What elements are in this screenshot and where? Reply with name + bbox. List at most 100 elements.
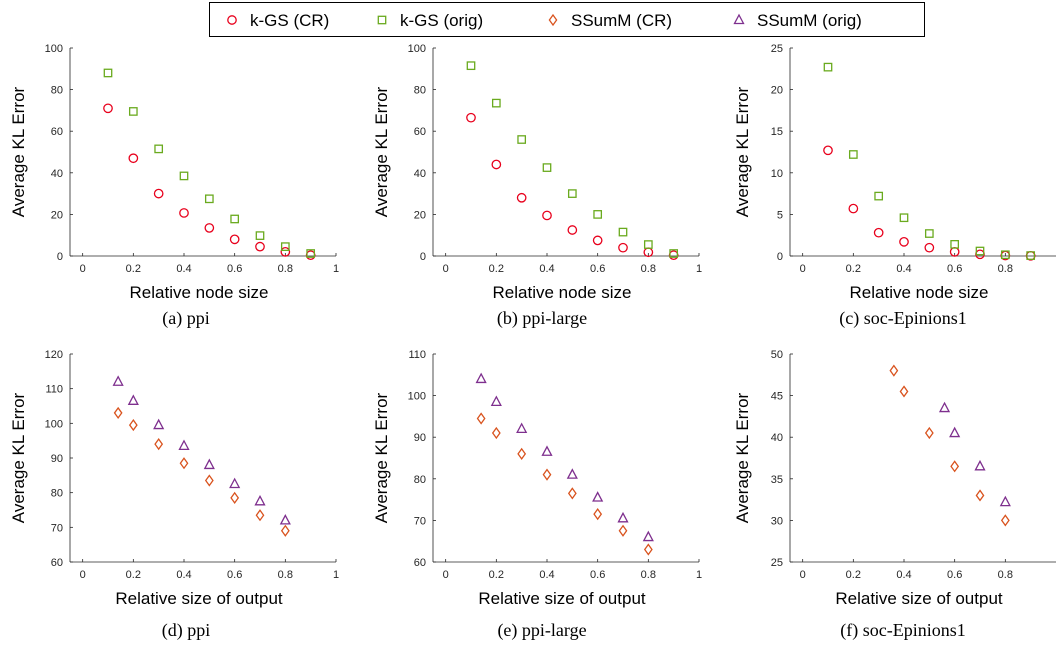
series-diamond — [476, 412, 653, 556]
legend-marker-square — [377, 15, 387, 25]
x-tick-label: 1 — [333, 569, 339, 581]
x-tick-label: 0.8 — [641, 569, 656, 581]
y-axis-label: Average KL Error — [372, 86, 391, 217]
data-point — [179, 208, 189, 218]
data-point — [566, 468, 578, 479]
data-point — [899, 237, 909, 247]
x-tick-label: 0.8 — [641, 263, 656, 275]
y-tick-label: 100 — [408, 391, 426, 403]
chart-panel-1: 0 0.2 0.4 0.6 0.8 1 0 20 40 60 80 100 Relative node … — [9, 43, 339, 329]
data-point — [567, 225, 578, 235]
data-point — [306, 249, 316, 258]
legend-entry: k-GS (orig) — [377, 11, 483, 30]
x-tick-label: 0.6 — [947, 263, 962, 275]
y-tick-label: 60 — [414, 126, 426, 138]
data-point — [593, 508, 603, 521]
y-tick-label: 5 — [777, 209, 783, 221]
data-point — [153, 418, 165, 430]
panel-caption: (d) ppi — [162, 620, 211, 641]
x-tick-label: 0.4 — [176, 569, 191, 581]
data-point — [128, 107, 138, 116]
series-triangle — [938, 401, 1011, 507]
x-tick-label: 0.2 — [489, 569, 504, 581]
data-point — [154, 144, 164, 154]
y-tick-label: 20 — [51, 209, 63, 221]
y-tick-label: 90 — [51, 453, 63, 465]
data-point — [128, 153, 139, 164]
panel-caption: (a) ppi — [162, 308, 209, 329]
y-tick-label: 35 — [771, 474, 783, 486]
data-point — [541, 445, 553, 456]
data-point — [975, 246, 985, 256]
x-tick-label: 0.4 — [896, 263, 911, 275]
data-point — [899, 385, 909, 398]
x-tick-label: 0 — [800, 263, 806, 275]
y-tick-label: 60 — [51, 557, 63, 569]
x-tick-label: 1 — [696, 569, 702, 581]
y-tick-label: 60 — [51, 126, 63, 138]
y-tick-label: 110 — [45, 384, 63, 396]
y-tick-label: 25 — [771, 557, 783, 569]
x-tick-label: 0.2 — [846, 263, 861, 275]
y-tick-label: 20 — [771, 85, 783, 97]
y-tick-label: 0 — [777, 251, 783, 263]
y-tick-label: 80 — [51, 488, 63, 500]
data-point — [924, 242, 935, 253]
data-point — [950, 240, 960, 249]
legend-marker-circle — [227, 15, 237, 25]
data-point — [466, 61, 476, 71]
data-point — [823, 62, 833, 72]
data-point — [103, 68, 113, 78]
data-point — [230, 491, 240, 504]
legend-label: SSumM (CR) — [571, 11, 672, 30]
data-point — [203, 458, 215, 470]
y-tick-label: 80 — [414, 474, 426, 486]
y-tick-label: 50 — [771, 349, 783, 361]
legend-marker-diamond — [548, 13, 558, 27]
data-point — [1026, 251, 1036, 260]
y-axis-label: Average KL Error — [372, 392, 391, 523]
x-axis-label: Relative node size — [493, 283, 632, 302]
data-point — [542, 210, 552, 221]
data-point — [643, 240, 653, 249]
x-tick-label: 0 — [443, 569, 449, 581]
legend-entry: SSumM (orig) — [733, 11, 862, 30]
legend: k-GS (CR) k-GS (orig) SSumM (CR) SSumM (ori… — [209, 2, 925, 37]
y-tick-label: 110 — [408, 349, 426, 361]
x-tick-label: 1 — [696, 263, 702, 275]
x-tick-label: 0.6 — [227, 569, 242, 581]
series-square — [823, 62, 1036, 260]
legend-entry: k-GS (CR) — [227, 11, 329, 30]
panel-caption: (c) soc-Epinions1 — [839, 308, 966, 329]
series-diamond — [113, 406, 290, 537]
data-point — [204, 223, 215, 233]
data-point — [899, 213, 909, 223]
chart-panel-6: 0 0.2 0.4 0.6 0.8 25 30 35 40 45 50 Relative size o… — [733, 349, 1056, 641]
legend-box — [209, 2, 925, 37]
data-point — [255, 231, 265, 240]
y-tick-label: 25 — [771, 43, 783, 55]
data-point — [567, 189, 577, 198]
data-point — [848, 150, 858, 159]
panel-caption: (e) ppi-large — [497, 620, 586, 641]
data-point — [618, 524, 628, 537]
y-tick-label: 80 — [414, 85, 426, 97]
x-axis-label: Relative node size — [850, 283, 989, 302]
chart-panel-3: 0 0.2 0.4 0.6 0.8 0 5 10 15 20 25 Relative node siz… — [733, 43, 1056, 329]
x-tick-label: 0.6 — [590, 263, 605, 275]
data-point — [949, 426, 961, 438]
data-point — [475, 372, 487, 384]
data-point — [254, 494, 266, 506]
x-tick-label: 0.2 — [489, 263, 504, 275]
x-tick-label: 0.4 — [539, 569, 554, 581]
data-point — [179, 171, 189, 181]
x-tick-label: 0 — [80, 263, 86, 275]
x-tick-label: 0.4 — [176, 263, 191, 275]
data-point — [592, 235, 603, 246]
data-point — [490, 395, 502, 406]
y-tick-label: 40 — [771, 432, 783, 444]
y-tick-label: 70 — [414, 515, 426, 527]
data-point — [823, 145, 833, 156]
data-point — [517, 447, 527, 460]
legend-marker-triangle — [733, 13, 745, 25]
